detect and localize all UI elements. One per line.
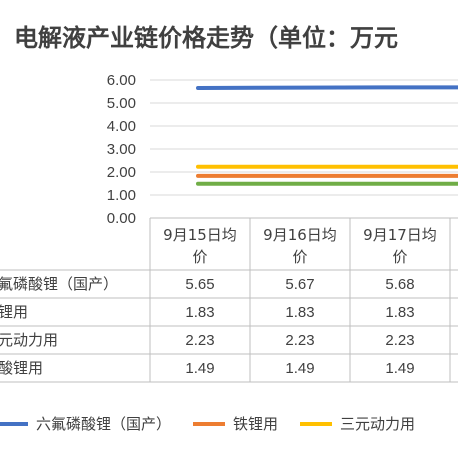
data-label: 2.23 xyxy=(285,332,314,349)
y-tick-label: 3.00 xyxy=(107,141,136,158)
category-label: 9月17日均 xyxy=(363,226,437,244)
category-label: 价 xyxy=(292,248,307,266)
data-label: 2.23 xyxy=(385,332,414,349)
category-label: 9月16日均 xyxy=(263,226,337,244)
y-tick-label: 4.00 xyxy=(107,118,136,135)
y-tick-label: 1.00 xyxy=(107,187,136,204)
data-label: 5.65 xyxy=(185,276,214,293)
data-label: 1.49 xyxy=(185,360,214,377)
y-tick-label: 2.00 xyxy=(107,164,136,181)
category-label: 价 xyxy=(392,248,407,266)
data-label: 2.23 xyxy=(185,332,214,349)
data-label: 1.49 xyxy=(285,360,314,377)
legend-label: 三元动力用 xyxy=(340,415,415,433)
legend-label: 六氟磷酸锂（国产） xyxy=(36,415,171,433)
category-label: 9月15日均 xyxy=(163,226,237,244)
data-label: 1.49 xyxy=(385,360,414,377)
data-label: 5.68 xyxy=(385,276,414,293)
y-tick-label: 5.00 xyxy=(107,95,136,112)
table-row-label: 氟磷酸锂（国产） xyxy=(0,275,118,293)
y-tick-label: 0.00 xyxy=(107,210,136,227)
series-lines xyxy=(196,85,458,186)
series-line xyxy=(196,85,458,91)
data-label: 5.67 xyxy=(285,276,314,293)
data-label: 1.83 xyxy=(385,304,414,321)
table-row-label: 元动力用 xyxy=(0,331,58,349)
table-row-label: 锂用 xyxy=(0,303,28,321)
y-axis: 6.00 5.00 4.00 3.00 2.00 1.00 0.00 xyxy=(107,72,136,227)
legend-label: 铁锂用 xyxy=(233,415,278,433)
table-row-label: 酸锂用 xyxy=(0,359,43,377)
category-label: 价 xyxy=(192,248,207,266)
chart-title: 电解液产业链价格走势（单位：万元 xyxy=(14,24,398,52)
y-tick-label: 6.00 xyxy=(107,72,136,89)
gridlines xyxy=(150,79,458,196)
data-label: 1.83 xyxy=(185,304,214,321)
data-label: 1.83 xyxy=(285,304,314,321)
legend: 六氟磷酸锂（国产） 铁锂用 三元动力用 xyxy=(0,415,415,433)
